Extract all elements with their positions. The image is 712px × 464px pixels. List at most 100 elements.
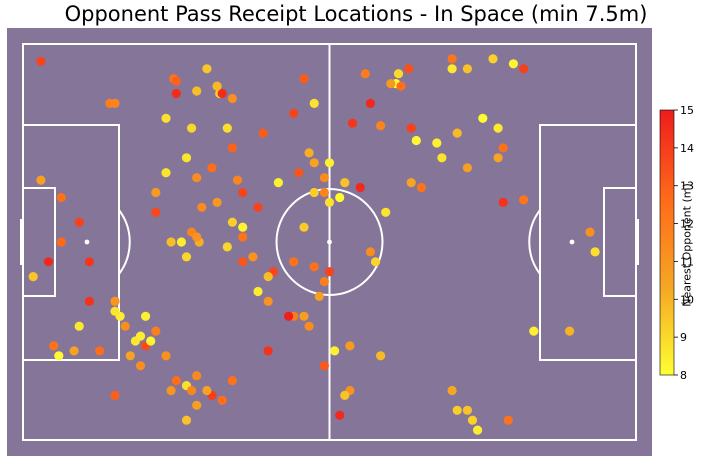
pass-receipt-point bbox=[238, 222, 248, 232]
pass-receipt-point bbox=[340, 390, 350, 400]
pass-receipt-point bbox=[187, 385, 197, 396]
pass-receipt-point bbox=[141, 311, 151, 321]
pass-receipt-point bbox=[309, 158, 319, 168]
pass-receipt-point bbox=[253, 202, 263, 212]
pass-receipt-point bbox=[411, 135, 421, 146]
pass-receipt-point bbox=[294, 168, 304, 178]
pass-receipt-point bbox=[181, 252, 192, 262]
colorbar-tick-label: 8 bbox=[680, 369, 687, 382]
pass-receipt-point bbox=[192, 173, 202, 183]
pass-receipt-point bbox=[519, 64, 529, 74]
pass-receipt-point bbox=[299, 74, 309, 84]
pass-receipt-point bbox=[36, 175, 46, 185]
pass-receipt-point bbox=[284, 311, 294, 321]
colorbar-tick-label: 10 bbox=[680, 293, 694, 306]
colorbar-tick-label: 12 bbox=[680, 218, 694, 231]
pitch-spots bbox=[84, 239, 575, 245]
pass-receipt-point bbox=[319, 187, 329, 198]
pass-receipt-point bbox=[319, 173, 329, 183]
pass-receipt-point bbox=[365, 247, 375, 257]
pass-receipt-point bbox=[192, 400, 202, 410]
pass-receipt-point bbox=[370, 257, 381, 267]
pass-receipt-point bbox=[187, 123, 197, 133]
pass-receipt-point bbox=[69, 346, 79, 356]
pass-receipt-point bbox=[263, 296, 273, 306]
pass-receipt-point bbox=[529, 326, 539, 336]
pass-receipt-point bbox=[212, 81, 222, 91]
pass-receipt-point bbox=[585, 227, 595, 237]
pass-receipt-point bbox=[462, 405, 472, 415]
pass-receipt-point bbox=[590, 247, 600, 257]
pass-receipt-point bbox=[171, 76, 181, 86]
colorbar-ticks: 8 9 10 11 12 13 14 15 bbox=[674, 104, 694, 382]
pass-receipt-point bbox=[110, 306, 120, 316]
pass-receipt-point bbox=[299, 311, 309, 321]
pass-receipt-point bbox=[447, 64, 457, 74]
colorbar bbox=[659, 109, 675, 376]
centre-spot bbox=[327, 239, 332, 245]
pass-receipt-point bbox=[74, 217, 84, 227]
pass-receipt-point bbox=[181, 153, 192, 163]
pass-receipt-point bbox=[54, 351, 64, 361]
pass-receipt-point bbox=[263, 346, 273, 356]
colorbar-tick-label: 13 bbox=[680, 180, 694, 193]
pass-receipt-point bbox=[519, 195, 529, 205]
pass-receipt-point bbox=[197, 202, 207, 212]
pass-receipt-point bbox=[212, 197, 222, 207]
pass-receipt-point bbox=[386, 79, 396, 89]
pass-receipt-point bbox=[324, 197, 335, 207]
pass-receipt-point bbox=[56, 237, 66, 247]
pass-receipt-point bbox=[36, 56, 46, 66]
pass-receipt-point bbox=[393, 69, 404, 79]
pass-receipt-point bbox=[396, 81, 406, 91]
left-penalty-spot bbox=[84, 239, 90, 245]
pass-receipt-point bbox=[347, 118, 358, 128]
right-penalty-arc bbox=[528, 209, 541, 275]
pass-receipt-point bbox=[503, 415, 513, 425]
colorbar-tick-label: 11 bbox=[680, 255, 694, 268]
pass-receipt-point bbox=[49, 341, 59, 351]
colorbar-label: Nearest Opponent (m) bbox=[680, 183, 694, 307]
pass-receipt-point bbox=[447, 54, 457, 64]
pass-receipt-point bbox=[345, 341, 355, 351]
pass-receipt-point bbox=[238, 257, 248, 267]
pass-receipt-point bbox=[74, 321, 84, 331]
pass-receipt-point bbox=[28, 272, 38, 282]
pass-receipt-point bbox=[202, 64, 212, 74]
pass-receipt-point bbox=[135, 331, 146, 341]
pass-receipt-point bbox=[452, 128, 462, 138]
pass-receipt-point bbox=[319, 277, 329, 287]
pass-receipt-point bbox=[376, 351, 386, 361]
pass-receipt-point bbox=[508, 59, 518, 69]
pass-receipt-point bbox=[171, 376, 181, 386]
colorbar-tick-label: 15 bbox=[680, 104, 694, 117]
pass-receipt-point bbox=[335, 192, 345, 203]
pass-receipt-point bbox=[314, 291, 324, 301]
pass-receipt-point bbox=[207, 163, 217, 173]
pass-receipt-point bbox=[304, 148, 314, 158]
pass-receipt-point bbox=[151, 326, 161, 336]
pass-receipt-point bbox=[202, 385, 212, 396]
pass-receipt-point bbox=[56, 192, 66, 203]
pass-receipt-point bbox=[498, 143, 508, 153]
pass-receipt-point bbox=[416, 182, 426, 193]
pass-receipt-point bbox=[258, 128, 268, 138]
pass-receipt-point bbox=[166, 237, 176, 247]
pass-receipt-point bbox=[304, 321, 314, 331]
pass-receipt-point bbox=[217, 395, 227, 405]
scatter-points bbox=[28, 54, 600, 435]
pass-receipt-point bbox=[161, 351, 171, 361]
pass-receipt-point bbox=[151, 207, 161, 217]
pass-receipt-point bbox=[299, 222, 309, 232]
pass-receipt-point bbox=[381, 207, 391, 217]
pass-receipt-point bbox=[493, 153, 503, 163]
pass-receipt-point bbox=[227, 376, 237, 386]
pass-receipt-point bbox=[217, 88, 227, 99]
pass-receipt-point bbox=[478, 113, 488, 123]
pass-receipt-point bbox=[43, 257, 54, 267]
pass-receipt-point bbox=[452, 405, 462, 415]
pass-receipt-point bbox=[462, 163, 472, 173]
pass-receipt-point bbox=[171, 88, 181, 99]
pass-receipt-point bbox=[192, 371, 202, 381]
pass-receipt-point bbox=[462, 64, 472, 74]
